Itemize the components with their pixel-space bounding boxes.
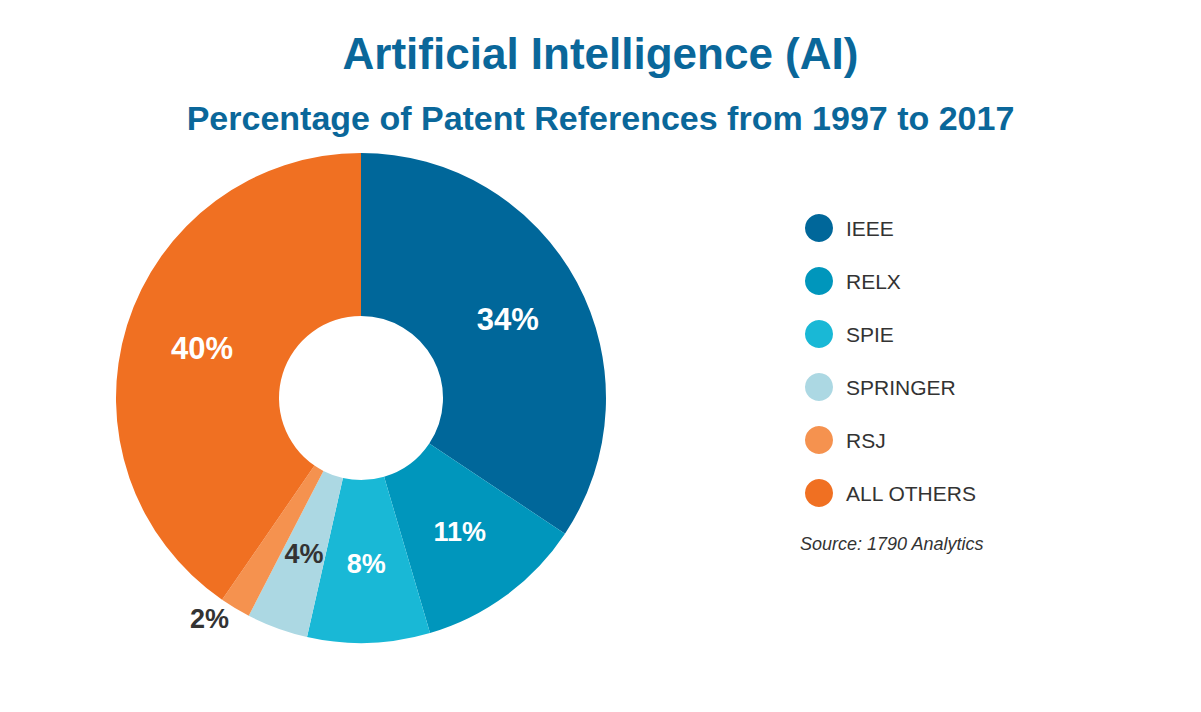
svg-text:RELX: RELX — [846, 270, 901, 293]
svg-text:8%: 8% — [347, 549, 386, 579]
svg-text:11%: 11% — [433, 517, 486, 547]
svg-text:Artificial Intelligence (AI): Artificial Intelligence (AI) — [343, 29, 859, 78]
svg-text:2%: 2% — [190, 604, 229, 634]
svg-text:Percentage of Patent Reference: Percentage of Patent References from 199… — [187, 99, 1015, 137]
svg-text:IEEE: IEEE — [846, 217, 894, 240]
svg-text:34%: 34% — [477, 302, 539, 337]
svg-text:SPRINGER: SPRINGER — [846, 376, 956, 399]
svg-text:RSJ: RSJ — [846, 429, 886, 452]
svg-text:SPIE: SPIE — [846, 323, 894, 346]
svg-text:ALL OTHERS: ALL OTHERS — [846, 482, 976, 505]
svg-text:4%: 4% — [285, 539, 324, 569]
svg-text:Source: 1790 Analytics: Source: 1790 Analytics — [800, 534, 983, 554]
svg-text:40%: 40% — [171, 331, 233, 366]
